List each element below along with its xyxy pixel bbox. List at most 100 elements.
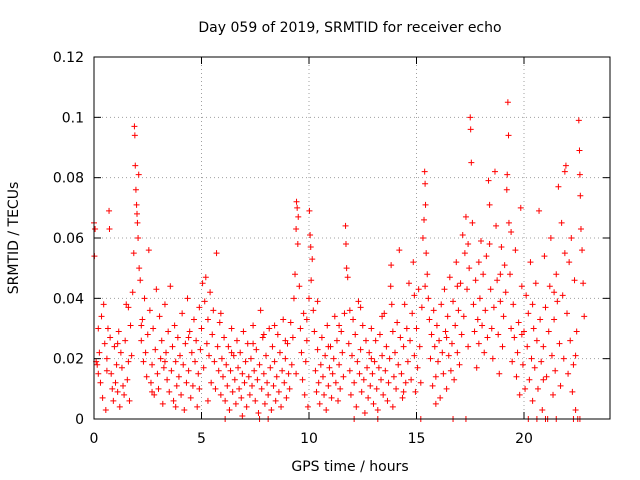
data-point: [144, 331, 151, 338]
data-point: [252, 397, 259, 404]
data-point: [158, 337, 165, 344]
data-point: [240, 328, 247, 335]
data-point: [216, 319, 223, 326]
data-point: [446, 274, 453, 281]
data-point: [266, 325, 273, 332]
data-point: [244, 340, 251, 347]
data-point: [482, 307, 489, 314]
data-point: [323, 406, 330, 413]
data-point: [102, 406, 109, 413]
data-point: [318, 334, 325, 341]
data-point: [383, 343, 390, 350]
data-point: [231, 376, 238, 383]
data-point: [151, 391, 158, 398]
data-point: [497, 298, 504, 305]
data-point: [124, 376, 131, 383]
data-point: [365, 394, 372, 401]
data-point: [499, 343, 506, 350]
data-point: [273, 373, 280, 380]
data-point: [561, 168, 568, 175]
data-point: [397, 334, 404, 341]
data-point: [388, 262, 395, 269]
y-tick-label: 0.08: [53, 171, 84, 187]
data-point: [280, 316, 287, 323]
data-point: [498, 244, 505, 251]
data-point: [345, 340, 352, 347]
data-point: [185, 367, 192, 374]
data-point: [188, 349, 195, 356]
data-point: [245, 373, 252, 380]
data-point: [307, 244, 314, 251]
data-point: [206, 352, 213, 359]
x-tick-label: 20: [515, 431, 533, 447]
data-point: [550, 391, 557, 398]
data-point: [218, 355, 225, 362]
y-axis-label: SRMTID / TECUs: [6, 182, 22, 295]
data-point: [126, 397, 133, 404]
data-point: [145, 247, 152, 254]
data-point: [289, 334, 296, 341]
data-point: [161, 358, 168, 365]
data-point: [517, 204, 524, 211]
data-point: [516, 391, 523, 398]
data-point: [470, 301, 477, 308]
data-point: [340, 373, 347, 380]
data-point: [194, 403, 201, 410]
data-point: [504, 99, 511, 106]
data-point: [168, 367, 175, 374]
data-point: [497, 271, 504, 278]
data-point: [228, 349, 235, 356]
data-point: [114, 388, 121, 395]
data-point: [530, 325, 537, 332]
data-point: [149, 361, 156, 368]
data-point: [184, 295, 191, 302]
data-point: [541, 253, 548, 260]
data-point: [310, 307, 317, 314]
data-point: [531, 364, 538, 371]
data-point: [342, 241, 349, 248]
data-point: [303, 337, 310, 344]
data-point: [370, 400, 377, 407]
data-point: [276, 349, 283, 356]
data-point: [132, 162, 139, 169]
data-point: [447, 367, 454, 374]
data-point: [325, 343, 332, 350]
data-point: [238, 394, 245, 401]
data-point: [504, 171, 511, 178]
data-point: [352, 331, 359, 338]
data-point: [474, 316, 481, 323]
data-point: [112, 379, 119, 386]
data-point: [222, 397, 229, 404]
data-point: [134, 210, 140, 217]
data-point: [465, 343, 472, 350]
data-points: [91, 99, 588, 422]
data-point: [558, 219, 565, 226]
data-point: [271, 322, 278, 329]
data-point: [396, 247, 403, 254]
data-point: [138, 322, 145, 329]
data-point: [307, 231, 314, 238]
data-point: [445, 352, 452, 359]
data-point: [223, 361, 230, 368]
data-point: [233, 337, 240, 344]
data-point: [157, 355, 164, 362]
data-point: [433, 322, 440, 329]
data-point: [121, 391, 128, 398]
data-point: [134, 219, 141, 226]
data-point: [111, 343, 118, 350]
data-point: [278, 403, 285, 410]
data-point: [167, 283, 174, 290]
data-point: [412, 388, 419, 395]
data-point: [229, 388, 236, 395]
data-point: [487, 286, 494, 293]
data-point: [381, 310, 388, 317]
data-point: [573, 328, 580, 335]
data-point: [432, 400, 439, 407]
data-point: [488, 325, 495, 332]
data-point: [523, 292, 530, 299]
data-point: [393, 385, 400, 392]
data-point: [561, 250, 568, 257]
data-point: [411, 352, 418, 359]
data-point: [179, 310, 186, 317]
data-point: [225, 343, 232, 350]
